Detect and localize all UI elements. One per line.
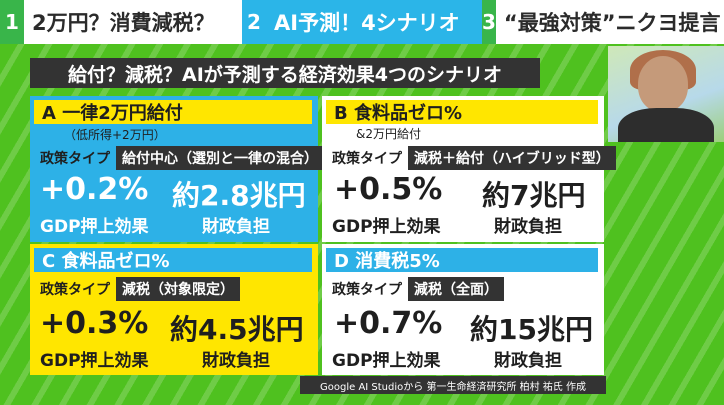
scenario-a-card: A 一律2万円給付 （低所得+2万円） 政策タイプ 給付中心（選別と一律の混合）…: [30, 96, 324, 242]
tab-label: AI予測！4シナリオ: [274, 11, 460, 35]
fiscal-cost-value: 約4.5兆円: [170, 313, 304, 346]
gdp-effect-caption: GDP押上効果: [40, 217, 149, 237]
scenario-subtitle: &2万円給付: [356, 127, 421, 141]
fiscal-cost-value: 約7兆円: [482, 179, 586, 212]
gdp-effect-caption: GDP押上効果: [332, 351, 441, 371]
policy-type-row: 政策タイプ 減税（対象限定）: [40, 277, 240, 301]
scenario-d-card: D 消費税5% 政策タイプ 減税（全面） +0.7% 約15兆円 GDP押上効果…: [322, 244, 604, 375]
policy-type-row: 政策タイプ 給付中心（選別と一律の混合）: [40, 146, 324, 170]
gdp-effect-caption: GDP押上効果: [40, 351, 149, 371]
policy-type-label: 政策タイプ: [40, 282, 110, 298]
fiscal-cost-caption: 財政負担: [202, 351, 270, 371]
tab-number: 3: [482, 0, 496, 44]
scenario-title: D 消費税5%: [326, 248, 598, 272]
tab-label: “最強対策”ニクヨ提言: [503, 11, 721, 35]
presenter-face: [638, 56, 688, 112]
tab-label: 2万円？消費減税？: [24, 0, 225, 44]
tab-number: 2: [242, 0, 266, 44]
scenario-subtitle: （低所得+2万円）: [64, 128, 166, 142]
tab-topic-2-active[interactable]: 2 AI予測！4シナリオ: [242, 0, 482, 44]
policy-type-value: 減税（全面）: [408, 277, 504, 301]
gdp-effect-value: +0.5%: [334, 172, 443, 207]
gdp-effect-value: +0.3%: [40, 306, 149, 341]
gdp-effect-value: +0.2%: [40, 172, 149, 207]
scenario-c-card: C 食料品ゼロ% 政策タイプ 減税（対象限定） +0.3% 約4.5兆円 GDP…: [30, 244, 318, 375]
gdp-effect-value: +0.7%: [334, 306, 443, 341]
policy-type-label: 政策タイプ: [332, 282, 402, 298]
policy-type-label: 政策タイプ: [332, 151, 402, 167]
presenter-body: [618, 108, 714, 142]
fiscal-cost-caption: 財政負担: [202, 217, 270, 237]
topic-tab-bar: 1 2万円？消費減税？ 2 AI予測！4シナリオ 3 “最強対策”ニクヨ提言: [0, 0, 724, 44]
scenario-title: B 食料品ゼロ%: [326, 100, 598, 124]
fiscal-cost-caption: 財政負担: [494, 217, 562, 237]
page-title: 給付？減税？AIが予測する経済効果4つのシナリオ: [30, 58, 540, 88]
fiscal-cost-value: 約2.8兆円: [172, 179, 306, 212]
policy-type-value: 減税（対象限定）: [116, 277, 240, 301]
policy-type-row: 政策タイプ 減税（全面）: [332, 277, 504, 301]
tab-number: 1: [0, 0, 24, 44]
policy-type-value: 給付中心（選別と一律の混合）: [116, 146, 324, 170]
policy-type-row: 政策タイプ 減税＋給付（ハイブリッド型）: [332, 146, 616, 170]
scenario-title: A 一律2万円給付: [34, 100, 312, 124]
tab-topic-1[interactable]: 1 2万円？消費減税？: [0, 0, 242, 44]
policy-type-label: 政策タイプ: [40, 151, 110, 167]
presenter-photo: [608, 46, 724, 142]
scenario-title: C 食料品ゼロ%: [34, 248, 312, 272]
fiscal-cost-value: 約15兆円: [470, 313, 593, 346]
source-credit: Google AI Studioから 第一生命経済研究所 柏村 祐氏 作成: [300, 376, 606, 394]
scenario-b-card: B 食料品ゼロ% &2万円給付 政策タイプ 減税＋給付（ハイブリッド型） +0.…: [322, 96, 616, 242]
policy-type-value: 減税＋給付（ハイブリッド型）: [408, 146, 616, 170]
tab-topic-3[interactable]: 3 “最強対策”ニクヨ提言: [482, 0, 724, 44]
gdp-effect-caption: GDP押上効果: [332, 217, 441, 237]
fiscal-cost-caption: 財政負担: [494, 351, 562, 371]
